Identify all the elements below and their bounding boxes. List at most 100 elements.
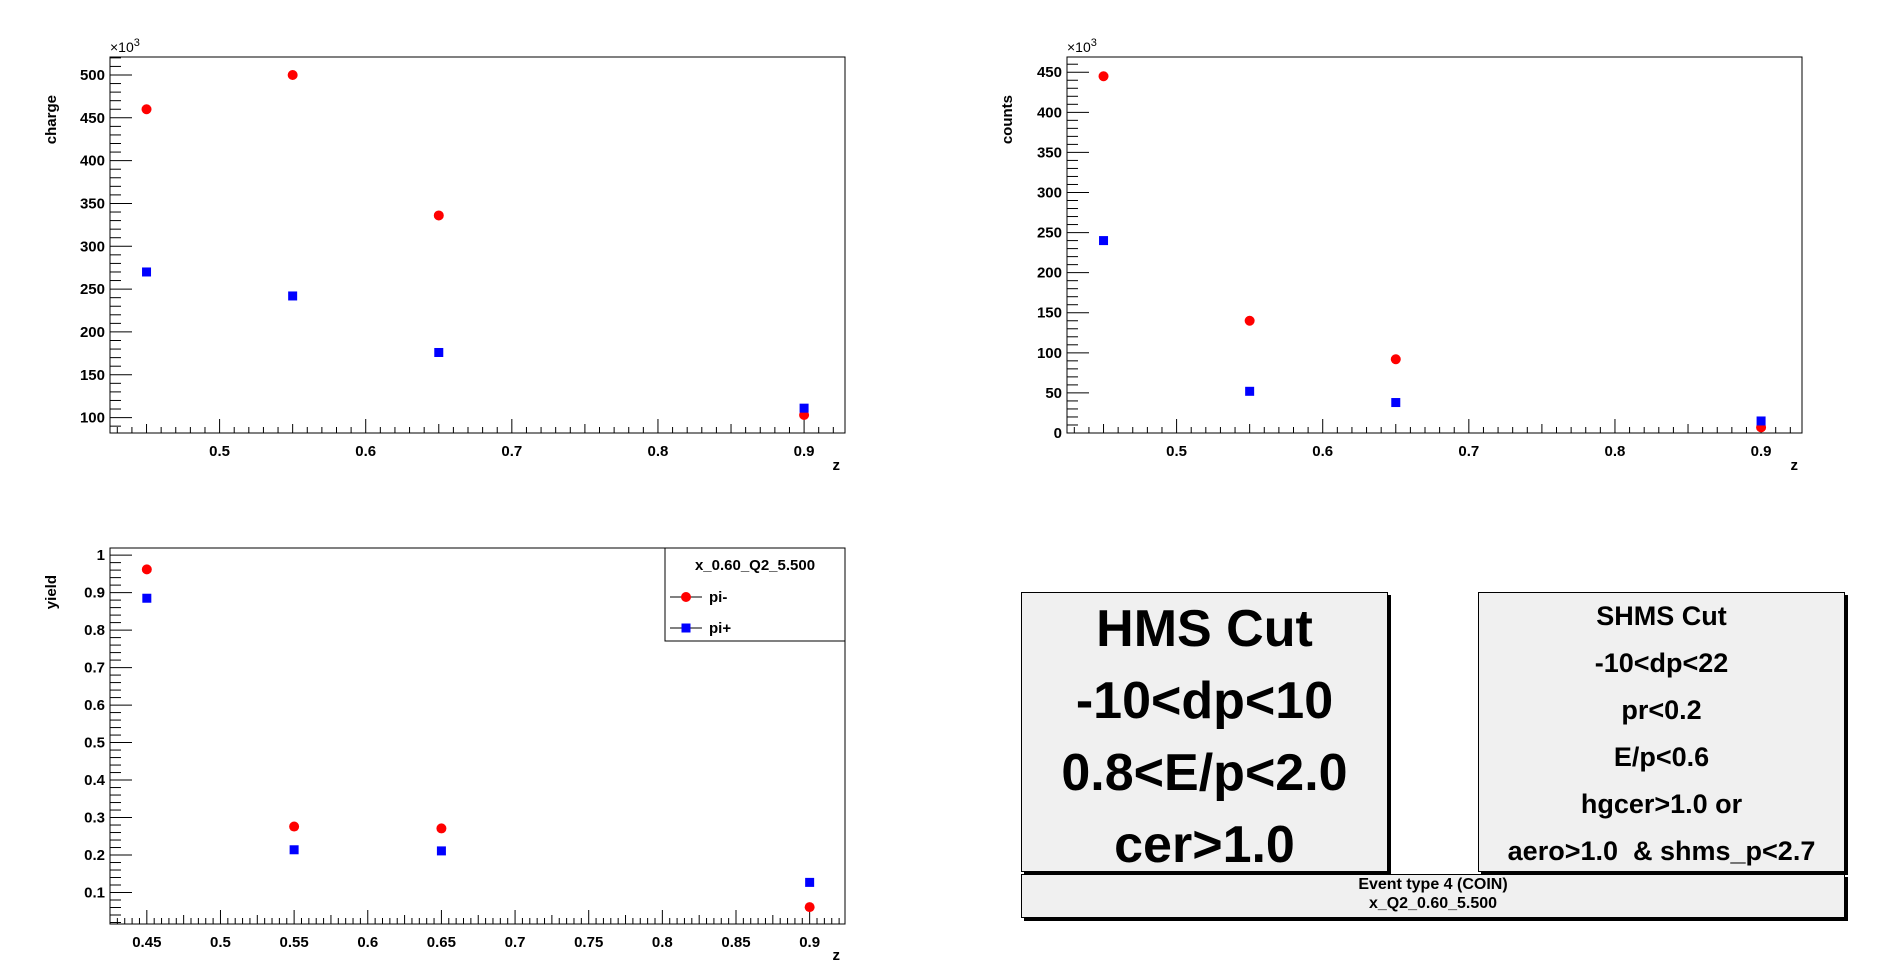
y-tick-label: 200 bbox=[80, 324, 105, 341]
data-point-red-circle bbox=[141, 104, 152, 115]
data-point-blue-square bbox=[1245, 386, 1255, 396]
y-exponent-base: ×10 bbox=[110, 39, 134, 55]
x-tick-label: 0.6 bbox=[355, 443, 376, 460]
shms-cut-dp: -10<dp<22 bbox=[1594, 648, 1729, 678]
x-tick-label: 0.9 bbox=[799, 934, 820, 951]
y-tick-label: 0.7 bbox=[84, 660, 105, 677]
y-tick-label: 0.1 bbox=[84, 885, 105, 902]
x-tick-label: 0.7 bbox=[505, 934, 526, 951]
y-tick-label: 450 bbox=[1037, 64, 1062, 81]
hms-cut-ep: 0.8<E/p<2.0 bbox=[1061, 744, 1348, 802]
run-setting-label: x_Q2_0.60_5.500 bbox=[1368, 895, 1498, 912]
y-tick-label: 0 bbox=[1054, 425, 1062, 442]
data-point-blue-square bbox=[799, 403, 809, 413]
event-info-box: Event type 4 (COIN) x_Q2_0.60_5.500 bbox=[1021, 874, 1845, 918]
data-point-red-circle bbox=[1244, 315, 1255, 326]
shms-cut-title: SHMS Cut bbox=[1596, 601, 1727, 631]
y-tick-label: 400 bbox=[80, 153, 105, 170]
data-point-red-circle bbox=[436, 823, 447, 834]
x-tick-label: 0.6 bbox=[1312, 443, 1333, 460]
x-tick-label: 0.8 bbox=[1605, 443, 1626, 460]
y-tick-label: 1 bbox=[97, 547, 105, 564]
x-tick-label: 0.75 bbox=[574, 934, 603, 951]
x-tick-label: 0.6 bbox=[357, 934, 378, 951]
y-tick-label: 350 bbox=[1037, 144, 1062, 161]
chart-3: 0.45 0.5 0.55 0.6 0.65 0.7 0.75 0.8 0.85 0.9 0.1 0.… bbox=[43, 547, 846, 964]
x-tick-label: 0.65 bbox=[427, 934, 456, 951]
x-tick-label: 0.45 bbox=[132, 934, 161, 951]
data-point-blue-square bbox=[1391, 398, 1401, 408]
legend-entry-label: pi+ bbox=[709, 620, 731, 637]
y-tick-label: 450 bbox=[80, 110, 105, 127]
legend-entry-label: pi- bbox=[709, 589, 727, 606]
data-point-blue-square bbox=[436, 846, 446, 856]
plot-frame bbox=[1066, 56, 1803, 434]
y-exponent-base: ×10 bbox=[1067, 39, 1091, 55]
y-tick-label: 0.5 bbox=[84, 735, 105, 752]
y-axis-label: counts bbox=[999, 95, 1016, 144]
shms-cut-aero: aero>1.0 & shms_p<2.7 bbox=[1507, 836, 1816, 866]
y-tick-label: 0.9 bbox=[84, 585, 105, 602]
y-tick-label: 150 bbox=[1037, 305, 1062, 322]
y-exponent-power: 3 bbox=[1091, 37, 1097, 49]
y-tick-label: 200 bbox=[1037, 265, 1062, 282]
legend-box bbox=[664, 547, 846, 642]
data-point-blue-square bbox=[1099, 236, 1109, 246]
data-point-blue-square bbox=[142, 267, 152, 277]
shms-cut-box: SHMS Cut -10<dp<22 pr<0.2 E/p<0.6 hgcer>… bbox=[1478, 592, 1845, 872]
y-tick-label: 0.4 bbox=[84, 772, 106, 789]
data-point-blue-square bbox=[289, 845, 299, 855]
y-tick-label: 0.6 bbox=[84, 697, 105, 714]
shms-cut-pr: pr<0.2 bbox=[1621, 695, 1702, 725]
x-tick-label: 0.9 bbox=[794, 443, 815, 460]
x-tick-label: 0.7 bbox=[1458, 443, 1479, 460]
data-point-red-circle bbox=[433, 210, 444, 221]
x-tick-label: 0.5 bbox=[1166, 443, 1187, 460]
hms-cut-cer: cer>1.0 bbox=[1114, 816, 1295, 874]
y-axis-label: yield bbox=[43, 575, 60, 609]
y-tick-label: 300 bbox=[1037, 184, 1062, 201]
y-exponent-power: 3 bbox=[134, 37, 140, 49]
y-tick-label: 250 bbox=[1037, 225, 1062, 242]
x-tick-label: 0.5 bbox=[210, 934, 231, 951]
x-tick-label: 0.7 bbox=[501, 443, 522, 460]
data-point-blue-square bbox=[1756, 416, 1766, 426]
plot-frame bbox=[109, 547, 846, 925]
y-tick-label: 250 bbox=[80, 281, 105, 298]
data-point-red-circle bbox=[804, 902, 815, 913]
y-tick-label: 0.3 bbox=[84, 810, 105, 827]
y-tick-label: 100 bbox=[1037, 345, 1062, 362]
x-tick-label: 0.8 bbox=[652, 934, 673, 951]
chart-1: 0.5 0.6 0.7 0.8 0.9 100 150 200 250 300 350 400 450 5… bbox=[43, 37, 846, 474]
y-tick-label: 0.2 bbox=[84, 847, 105, 864]
legend-marker bbox=[681, 623, 691, 633]
y-tick-label: 150 bbox=[80, 367, 105, 384]
data-point-red-circle bbox=[287, 69, 298, 80]
shms-cut-ep: E/p<0.6 bbox=[1613, 742, 1710, 772]
data-point-blue-square bbox=[805, 877, 815, 887]
x-tick-label: 0.5 bbox=[209, 443, 230, 460]
x-tick-label: 0.55 bbox=[280, 934, 309, 951]
x-tick-label: 0.9 bbox=[1751, 443, 1772, 460]
data-point-red-circle bbox=[289, 821, 300, 832]
y-tick-label: 400 bbox=[1037, 104, 1062, 121]
y-tick-label: 50 bbox=[1045, 385, 1062, 402]
chart-2: 0.5 0.6 0.7 0.8 0.9 0 50 100 150 200 250 300 350 400 4… bbox=[999, 37, 1803, 474]
y-tick-label: 500 bbox=[80, 67, 105, 84]
event-type-label: Event type 4 (COIN) bbox=[1358, 876, 1508, 893]
y-axis-label: charge bbox=[43, 95, 60, 144]
x-axis-label: z bbox=[833, 947, 841, 964]
data-point-blue-square bbox=[434, 347, 444, 357]
hms-cut-dp: -10<dp<10 bbox=[1075, 672, 1334, 730]
hms-cut-box: HMS Cut -10<dp<10 0.8<E/p<2.0 cer>1.0 bbox=[1021, 592, 1388, 874]
y-tick-label: 0.8 bbox=[84, 622, 105, 639]
y-exponent-label: ×103 bbox=[1067, 37, 1097, 55]
y-exponent-label: ×103 bbox=[110, 37, 140, 55]
data-point-blue-square bbox=[288, 291, 298, 301]
y-tick-label: 100 bbox=[80, 410, 105, 427]
x-axis-label: z bbox=[833, 457, 841, 474]
legend-marker bbox=[681, 592, 691, 602]
hms-cut-title: HMS Cut bbox=[1096, 600, 1313, 658]
x-axis-label: z bbox=[1791, 457, 1799, 474]
